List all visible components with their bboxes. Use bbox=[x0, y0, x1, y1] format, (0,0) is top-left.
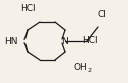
Text: HCl: HCl bbox=[20, 3, 36, 13]
Text: N: N bbox=[62, 37, 68, 45]
Text: 2: 2 bbox=[87, 67, 91, 72]
Text: OH: OH bbox=[73, 62, 87, 71]
Text: HN: HN bbox=[4, 37, 18, 45]
Text: HCl: HCl bbox=[82, 36, 98, 44]
Text: Cl: Cl bbox=[98, 9, 106, 19]
